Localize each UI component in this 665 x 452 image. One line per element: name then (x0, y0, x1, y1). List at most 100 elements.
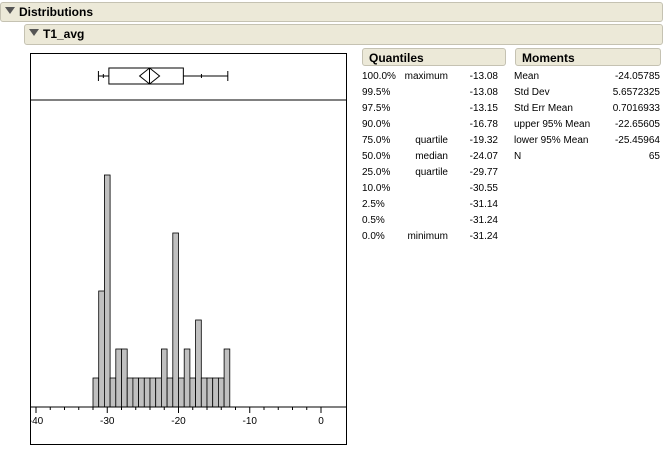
histogram-bar (138, 377, 145, 408)
quantile-row: 0.5% -31.24 (362, 213, 502, 229)
quantile-row: 2.5% -31.14 (362, 197, 502, 213)
quantile-percent: 90.0% (362, 119, 391, 130)
quantile-value: -31.24 (469, 231, 498, 242)
moment-label: Mean (514, 71, 540, 82)
x-axis-tick-label: -20 (171, 416, 186, 427)
moment-value: 65 (648, 151, 660, 162)
quantile-value: -16.78 (469, 119, 498, 130)
histogram-bar (206, 377, 214, 408)
quantile-row: 50.0% median -24.07 (362, 149, 502, 165)
histogram-bar (172, 232, 179, 408)
disclosure-triangle-icon[interactable] (5, 7, 15, 14)
moments-header-label: Moments (522, 51, 575, 65)
quantile-row: 100.0% maximum -13.08 (362, 69, 502, 85)
histogram-bar (183, 348, 191, 408)
moment-value: -22.65605 (614, 119, 660, 130)
disclosure-triangle-icon[interactable] (29, 29, 39, 36)
histogram-bar (98, 290, 105, 408)
t1avg-outline-bar[interactable]: T1_avg (24, 24, 663, 45)
quantile-row: 10.0% -30.55 (362, 181, 502, 197)
histogram-bar (155, 377, 162, 408)
histogram-bar (132, 377, 140, 408)
moment-row: Mean -24.05785 (514, 69, 660, 85)
moment-row: Std Dev 5.6572325 (514, 85, 660, 101)
moment-label: lower 95% Mean (514, 135, 589, 146)
moment-row: N 65 (514, 149, 660, 165)
histogram-bar (121, 348, 128, 408)
quantile-row: 99.5% -13.08 (362, 85, 502, 101)
x-axis: -40 -30 -20 -10 0 (29, 406, 346, 427)
quantiles-header-label: Quantiles (369, 51, 424, 65)
histogram-bar (92, 377, 100, 408)
quantile-percent: 97.5% (362, 103, 391, 114)
quantile-row: 0.0% minimum -31.24 (362, 229, 502, 245)
quantile-row: 25.0% quartile -29.77 (362, 165, 502, 181)
histogram-bar (178, 377, 185, 408)
quantile-value: -24.07 (469, 151, 498, 162)
quantile-value: -30.55 (469, 183, 498, 194)
distributions-outline-bar[interactable]: Distributions (0, 2, 663, 22)
moments-header[interactable]: Moments (515, 48, 661, 66)
quantile-percent: 0.0% (362, 231, 385, 242)
quantile-percent: 75.0% (362, 135, 391, 146)
histogram-bar (115, 348, 122, 408)
distributions-title: Distributions (19, 5, 93, 19)
quantile-value: -19.32 (469, 135, 498, 146)
moment-label: Std Dev (514, 87, 550, 98)
histogram-bar (166, 377, 174, 408)
moment-value: -24.05785 (614, 71, 660, 82)
quantile-value: -31.24 (469, 215, 498, 226)
quantile-row: 97.5% -13.15 (362, 101, 502, 117)
x-axis-tick-label: -10 (243, 416, 258, 427)
moment-value: -25.45964 (614, 135, 660, 146)
moment-label: N (514, 151, 522, 162)
histogram-bar (189, 377, 196, 408)
histogram-bar (217, 377, 225, 408)
histogram-bar (126, 377, 134, 408)
quantile-row: 75.0% quartile -19.32 (362, 133, 502, 149)
quantile-value: -29.77 (469, 167, 498, 178)
histogram-bar (109, 377, 117, 408)
x-axis-tick-label: 0 (318, 416, 324, 427)
quantile-value: -13.15 (469, 103, 498, 114)
moment-label: upper 95% Mean (514, 119, 591, 130)
histogram-bars (92, 174, 231, 408)
histogram-bar (223, 348, 231, 408)
boxplot-box (108, 67, 184, 85)
quantile-percent: 99.5% (362, 87, 391, 98)
moment-row: upper 95% Mean -22.65605 (514, 117, 660, 133)
moment-row: Std Err Mean 0.7016933 (514, 101, 660, 117)
quantile-row: 90.0% -16.78 (362, 117, 502, 133)
quantile-percent: 50.0% (362, 151, 391, 162)
moment-label: Std Err Mean (514, 103, 573, 114)
quantile-label: minimum (407, 231, 448, 242)
histogram-bar (195, 319, 202, 408)
quantile-percent: 0.5% (362, 215, 385, 226)
histogram-bar (143, 377, 151, 408)
t1avg-title: T1_avg (43, 27, 85, 41)
x-axis-tick-label: -30 (100, 416, 115, 427)
quantile-label: quartile (415, 135, 448, 146)
quantile-label: maximum (404, 71, 448, 82)
quantile-label: quartile (415, 167, 448, 178)
moment-value: 5.6572325 (612, 87, 660, 98)
moment-row: lower 95% Mean -25.45964 (514, 133, 660, 149)
quantile-value: -31.14 (469, 199, 498, 210)
histogram-bar (200, 377, 208, 408)
moment-value: 0.7016933 (612, 103, 660, 114)
quantile-percent: 100.0% (362, 71, 396, 82)
outlier-box-plot (97, 67, 229, 85)
histogram-bar (149, 377, 157, 408)
quantiles-header[interactable]: Quantiles (362, 48, 506, 66)
histogram-bar (160, 348, 168, 408)
histogram-bar (212, 377, 219, 408)
quantile-value: -13.08 (469, 87, 498, 98)
quantile-percent: 25.0% (362, 167, 391, 178)
histogram-bar (104, 174, 111, 408)
boxplot-mean-diamond (138, 67, 161, 85)
quantile-label: median (415, 151, 448, 162)
distribution-plot-frame: -40 -30 -20 -10 0 (29, 53, 347, 445)
histogram-chart: -40 -30 -20 -10 0 (29, 67, 346, 427)
quantile-percent: 2.5% (362, 199, 385, 210)
x-axis-tick-label: -40 (31, 416, 44, 427)
